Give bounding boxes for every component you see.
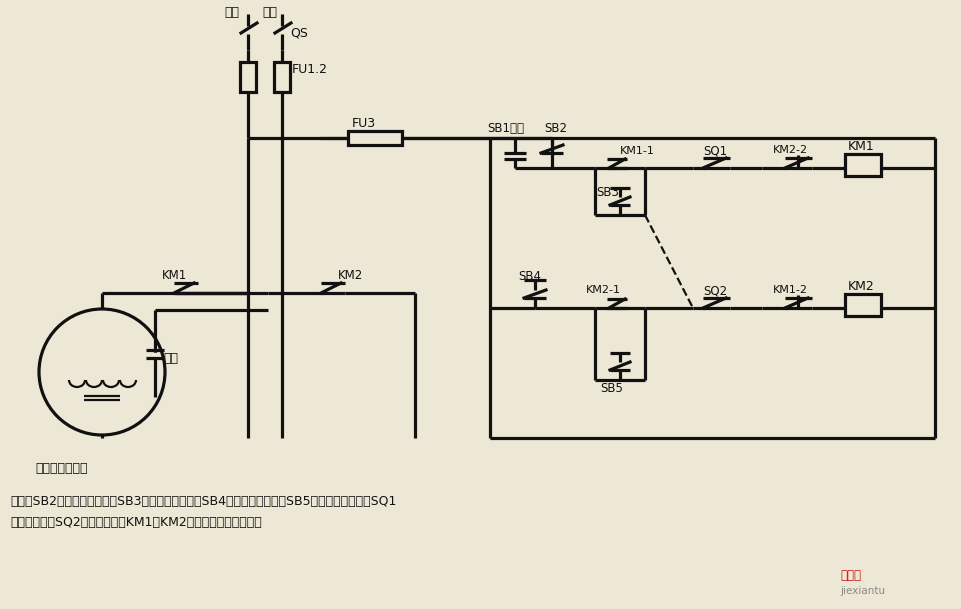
- Text: SB5: SB5: [600, 382, 622, 395]
- Text: KM1: KM1: [847, 140, 874, 153]
- Text: FU3: FU3: [352, 117, 376, 130]
- Text: KM2-2: KM2-2: [773, 145, 807, 155]
- Text: SB3: SB3: [596, 186, 618, 199]
- Bar: [274, 62, 289, 92]
- Text: 单相电容电动机: 单相电容电动机: [35, 462, 87, 475]
- Bar: [348, 131, 402, 145]
- Text: KM2-1: KM2-1: [585, 285, 621, 295]
- Text: SB4: SB4: [517, 270, 540, 283]
- Text: QS: QS: [289, 27, 308, 40]
- Text: KM1: KM1: [161, 269, 187, 282]
- Text: KM1-1: KM1-1: [619, 146, 654, 156]
- Text: 为最高限位，SQ2为最低限位。KM1、KM2可用中间继电器代替。: 为最高限位，SQ2为最低限位。KM1、KM2可用中间继电器代替。: [10, 516, 261, 529]
- Text: 电容: 电容: [162, 352, 178, 365]
- Text: KM2: KM2: [847, 280, 874, 293]
- Text: FU1.2: FU1.2: [292, 63, 328, 76]
- Text: KM1-2: KM1-2: [773, 285, 807, 295]
- Text: 接线图: 接线图: [839, 569, 860, 582]
- Bar: [844, 154, 880, 176]
- Bar: [239, 62, 256, 92]
- Text: SQ2: SQ2: [702, 285, 727, 298]
- Text: SB2: SB2: [543, 122, 566, 135]
- Text: jiexiantu: jiexiantu: [839, 586, 884, 596]
- Text: 零线: 零线: [261, 6, 277, 19]
- Text: SB1停止: SB1停止: [486, 122, 524, 135]
- Text: KM2: KM2: [337, 269, 363, 282]
- Bar: [844, 294, 880, 316]
- Text: 说明：SB2为上升启动按钮，SB3为上升点动按钮，SB4为下降启动按钮，SB5为下降点动按钮；SQ1: 说明：SB2为上升启动按钮，SB3为上升点动按钮，SB4为下降启动按钮，SB5为…: [10, 495, 396, 508]
- Text: SQ1: SQ1: [702, 145, 727, 158]
- Text: 火线: 火线: [224, 6, 238, 19]
